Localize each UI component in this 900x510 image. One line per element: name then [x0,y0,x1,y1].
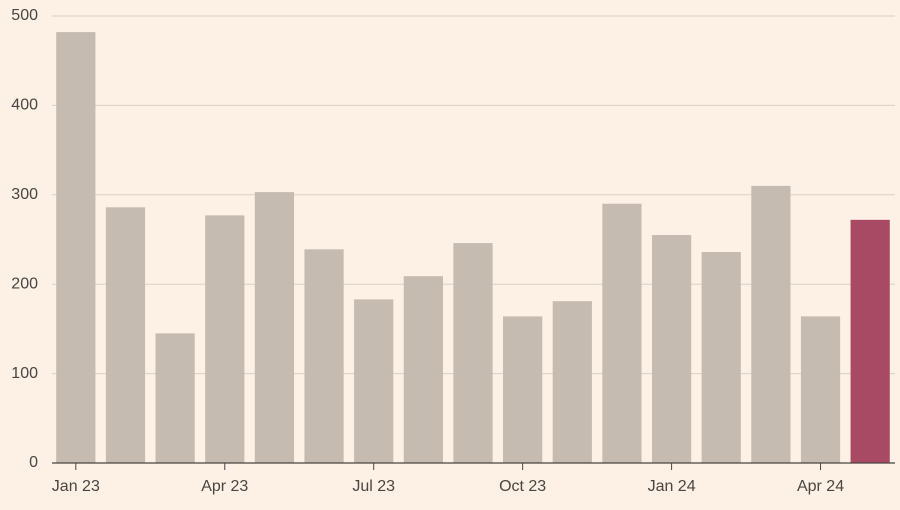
x-tick-label: Apr 23 [201,478,248,495]
x-tick-label: Oct 23 [499,478,546,495]
bar [304,249,344,463]
y-tick-label: 300 [11,186,38,203]
bar [751,185,791,464]
y-tick-label: 0 [29,454,38,471]
bar [403,276,443,463]
bar [800,316,841,463]
bar [850,219,890,463]
bar [155,333,195,463]
bar [254,192,295,464]
bar [602,203,642,464]
y-tick-label: 400 [11,97,38,114]
bar [651,235,692,463]
bar [205,215,245,463]
x-tick-label: Jul 23 [352,478,395,495]
y-tick-label: 200 [11,275,38,292]
x-tick-label: Jan 24 [648,478,696,495]
bar [503,316,543,463]
bar [701,252,741,463]
y-tick-label: 100 [11,365,38,382]
bar [453,243,493,463]
x-tick-label: Jan 23 [52,478,100,495]
bar [552,301,592,463]
bar [56,32,96,463]
x-tick-label: Apr 24 [797,478,844,495]
bar [354,299,394,463]
bar [105,207,146,463]
y-tick-label: 500 [11,7,38,24]
